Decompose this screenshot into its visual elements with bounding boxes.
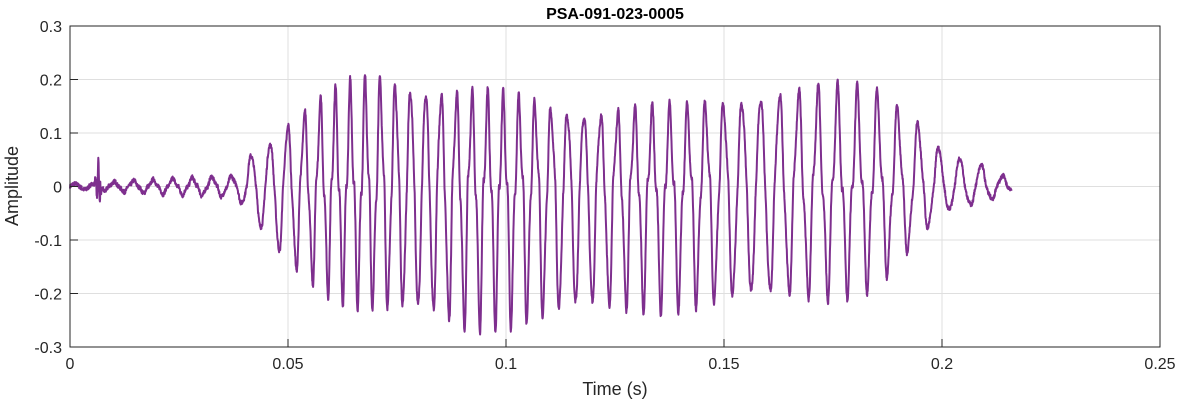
chart-title: PSA-091-023-0005 <box>546 6 684 23</box>
x-tick-label: 0.25 <box>1144 356 1175 373</box>
x-tick-label: 0.05 <box>272 356 303 373</box>
y-tick-label: 0.3 <box>40 19 62 36</box>
y-tick-label: 0.2 <box>40 73 62 90</box>
ticks: 0 0.05 0.1 0.15 0.2 0.25 -0.3 -0.2 -0.1 0 0.1 0.2 0.… <box>34 19 1175 373</box>
signal-line-group <box>69 74 1013 336</box>
x-tick-label: 0.2 <box>931 356 953 373</box>
signal-line <box>69 74 1013 336</box>
y-tick-label: -0.1 <box>34 233 62 250</box>
x-axis-label: Time (s) <box>582 379 647 399</box>
x-tick-label: 0 <box>66 356 75 373</box>
y-axis-label: Amplitude <box>2 146 22 226</box>
y-tick-label: -0.3 <box>34 340 62 357</box>
x-tick-label: 0.15 <box>708 356 739 373</box>
y-tick-label: 0.1 <box>40 126 62 143</box>
y-tick-label: 0 <box>53 180 62 197</box>
x-tick-label: 0.1 <box>495 356 517 373</box>
y-tick-label: -0.2 <box>34 287 62 304</box>
